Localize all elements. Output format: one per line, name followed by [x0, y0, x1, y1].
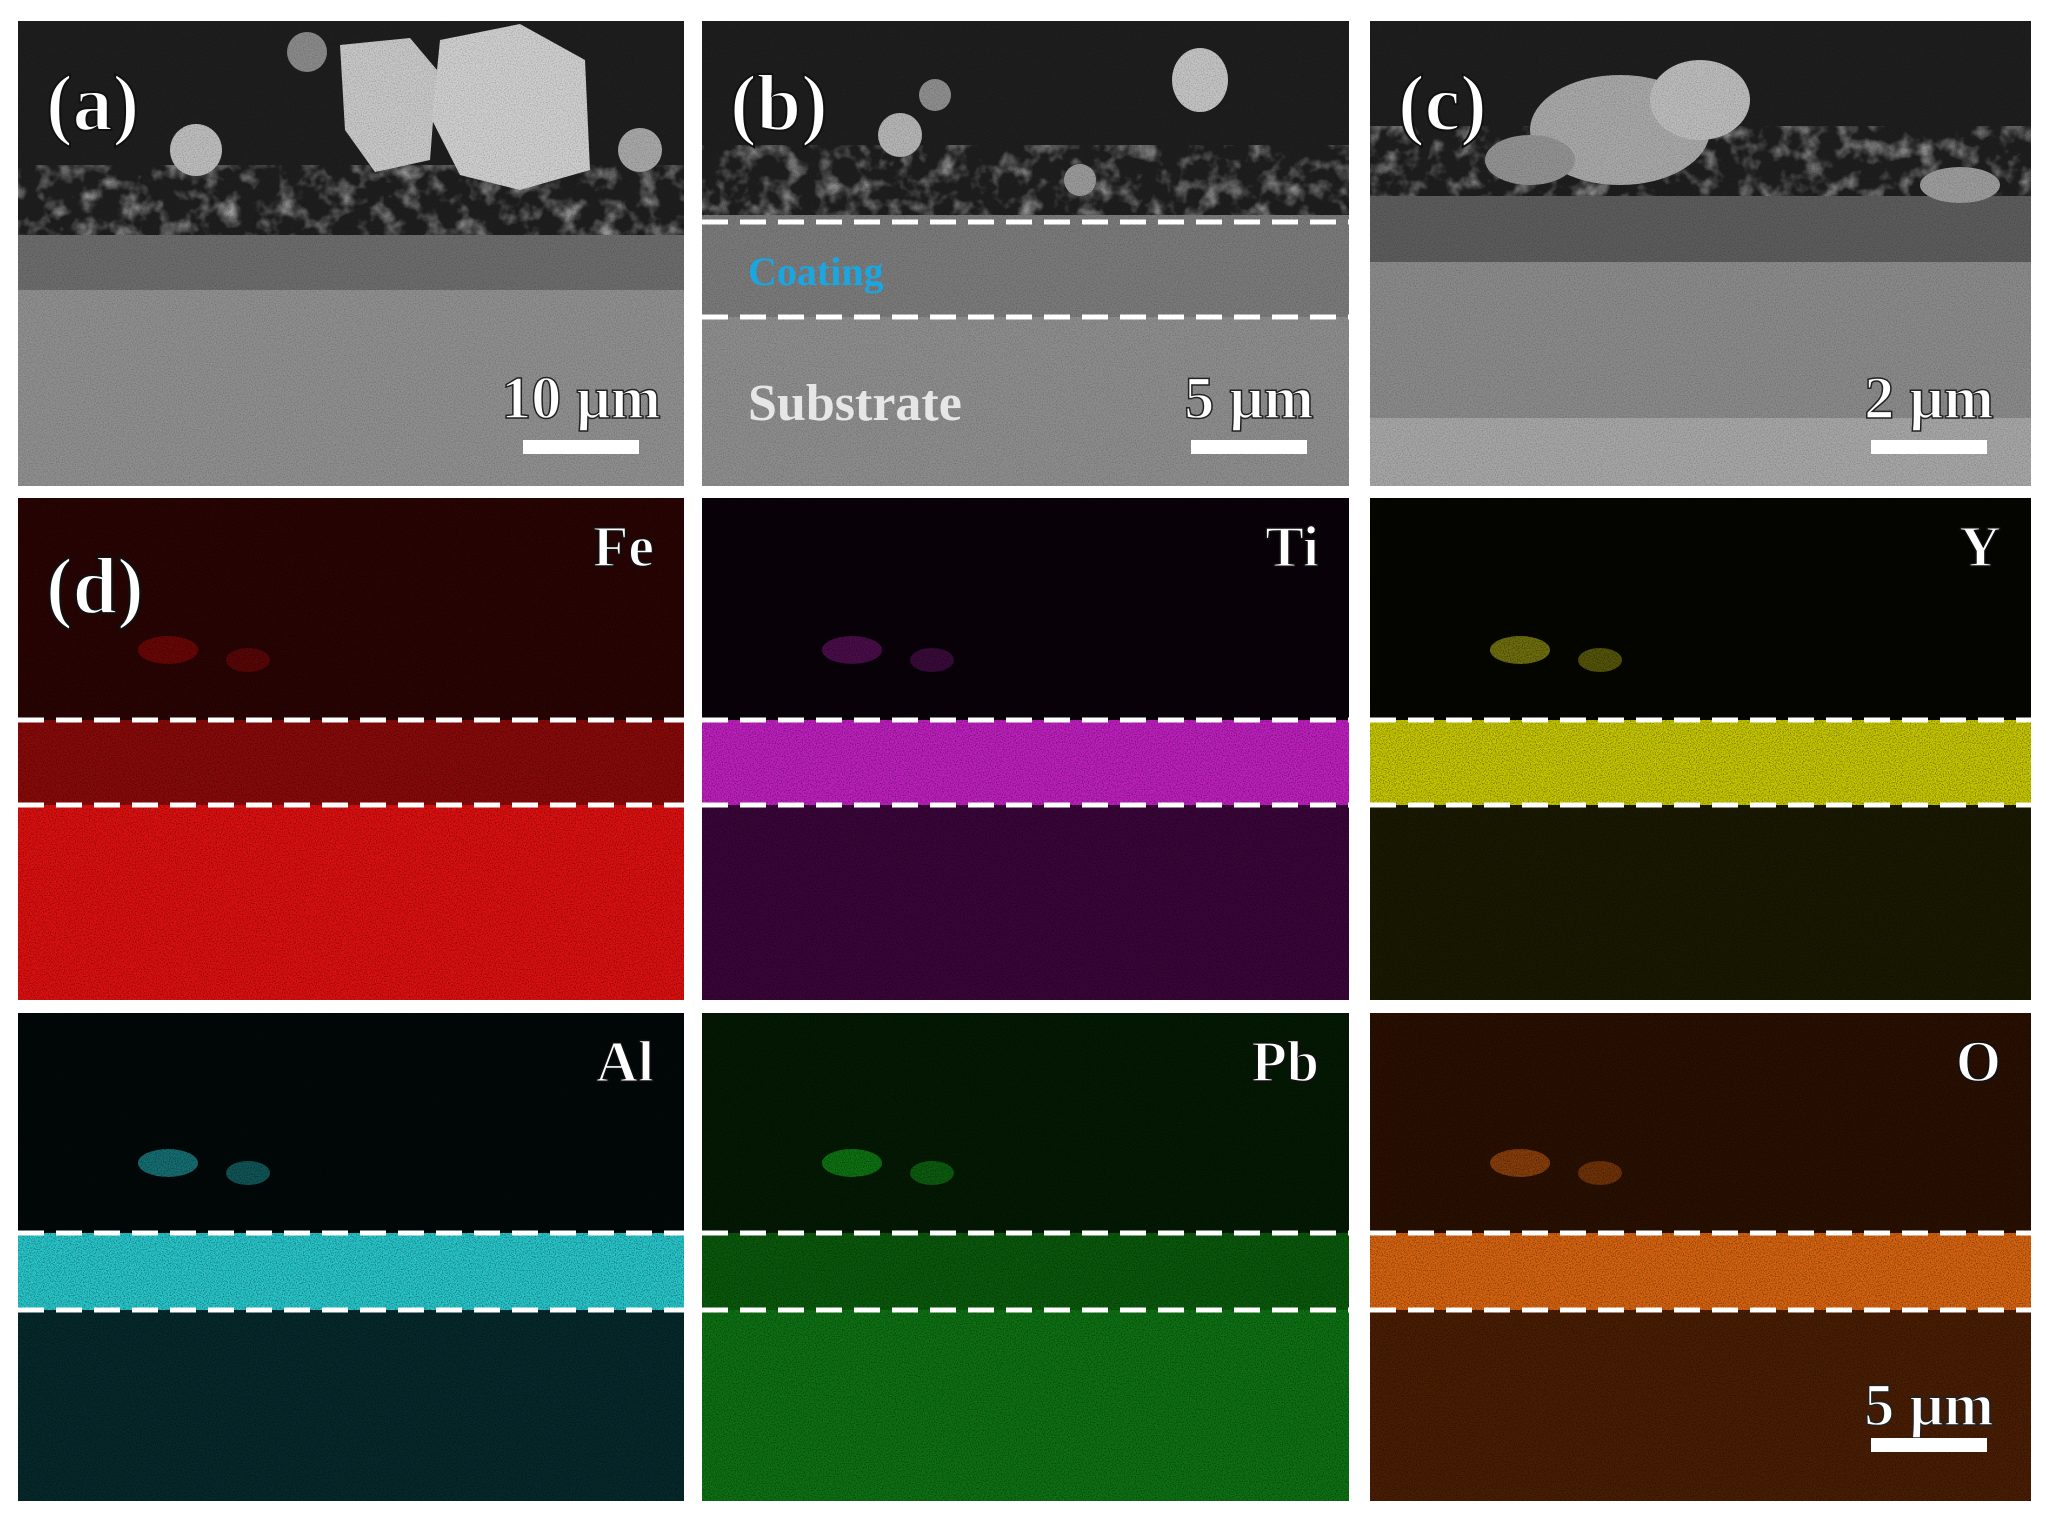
panel-label: (d) — [46, 543, 144, 631]
element-label: Pb — [1251, 1029, 1319, 1094]
substrate-label: Substrate — [748, 375, 962, 432]
eds-map — [702, 498, 1349, 1000]
sem-image — [702, 21, 1349, 486]
scale-bar — [1871, 1438, 1987, 1452]
map-noise — [18, 1013, 684, 1501]
scale-bar-label: 5 µm — [1184, 365, 1314, 431]
panel-label: (a) — [46, 60, 139, 148]
scale-bar-label: 2 µm — [1864, 365, 1994, 431]
scale-bar — [1871, 440, 1987, 454]
map-noise — [18, 498, 684, 1000]
element-label: O — [1956, 1029, 2001, 1094]
scale-bar-label: 5 µm — [1864, 1372, 1994, 1438]
map-noise — [1370, 1013, 2031, 1501]
eds-map — [18, 1013, 684, 1501]
image-noise — [702, 21, 1349, 486]
scale-bar — [1191, 440, 1307, 454]
sem-image — [1370, 21, 2031, 486]
panel-label: (b) — [730, 60, 828, 148]
element-label: Fe — [593, 514, 654, 579]
element-label: Al — [596, 1029, 654, 1094]
eds-map — [1370, 1013, 2031, 1501]
panel-label: (c) — [1398, 60, 1487, 148]
map-noise — [1370, 498, 2031, 1000]
eds-map — [18, 498, 684, 1000]
eds-map — [1370, 498, 2031, 1000]
sem-image — [18, 21, 684, 486]
image-noise — [18, 21, 684, 486]
element-label: Y — [1959, 514, 2001, 579]
coating-label: Coating — [748, 249, 884, 294]
scale-bar-label: 10 µm — [501, 365, 661, 431]
map-noise — [702, 1013, 1349, 1501]
scale-bar — [523, 440, 639, 454]
image-noise — [1370, 21, 2031, 486]
map-noise — [702, 498, 1349, 1000]
eds-map — [702, 1013, 1349, 1501]
element-label: Ti — [1265, 514, 1319, 579]
